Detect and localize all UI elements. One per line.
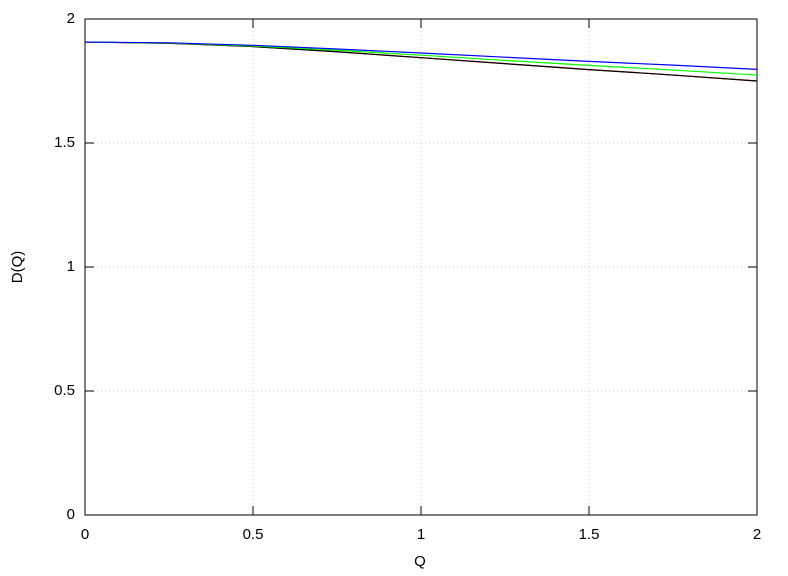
x-tick-label: 1.5 — [579, 526, 600, 543]
y-tick-label: 1 — [67, 258, 75, 275]
x-tick-label: 2 — [753, 526, 761, 543]
y-axis-label: D(Q) — [9, 251, 26, 284]
y-tick-label: 0 — [67, 506, 75, 523]
x-tick-label: 0.5 — [243, 526, 264, 543]
x-axis-label: Q — [414, 553, 426, 570]
y-tick-label: 2 — [67, 10, 75, 27]
x-tick-label: 0 — [81, 526, 89, 543]
x-tick-label: 1 — [417, 526, 425, 543]
data-line — [84, 41, 758, 70]
plot-frame — [84, 18, 758, 516]
y-tick-label: 1.5 — [54, 134, 75, 151]
y-tick-label: 0.5 — [54, 382, 75, 399]
